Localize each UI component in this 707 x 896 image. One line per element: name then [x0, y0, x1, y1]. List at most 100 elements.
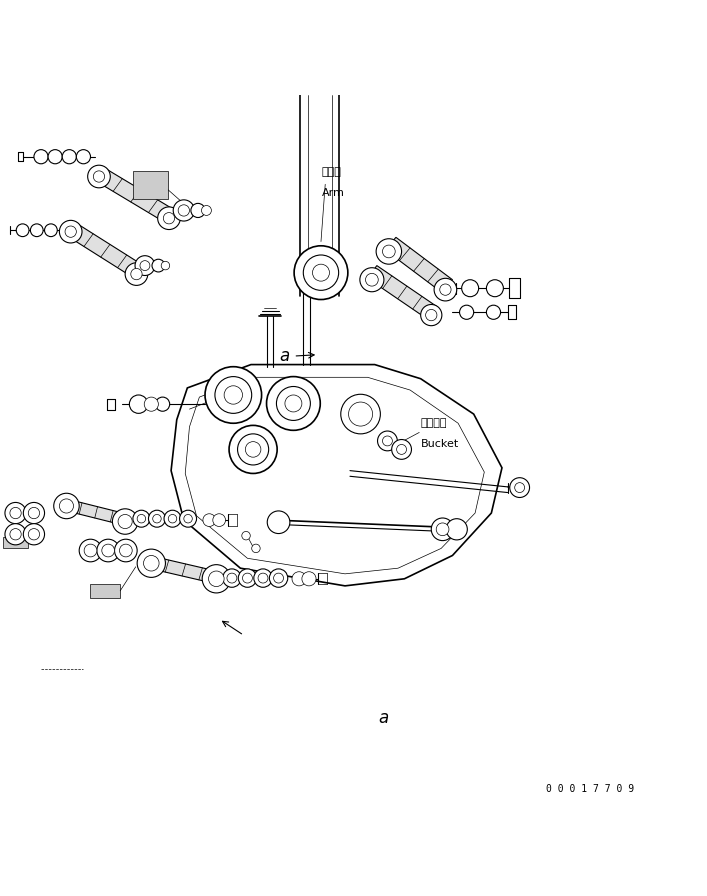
Circle shape — [125, 263, 148, 286]
Circle shape — [168, 514, 177, 523]
Polygon shape — [368, 265, 437, 319]
Circle shape — [209, 571, 224, 587]
Circle shape — [79, 539, 102, 562]
Circle shape — [382, 436, 392, 446]
Circle shape — [440, 284, 451, 296]
Circle shape — [302, 572, 316, 586]
Circle shape — [97, 539, 119, 562]
Polygon shape — [148, 556, 219, 584]
Circle shape — [397, 444, 407, 454]
Circle shape — [285, 395, 302, 412]
Circle shape — [62, 150, 76, 164]
Circle shape — [184, 514, 192, 523]
Circle shape — [215, 376, 252, 413]
Circle shape — [16, 224, 29, 237]
Circle shape — [223, 569, 241, 587]
Circle shape — [28, 507, 40, 519]
Circle shape — [294, 246, 348, 299]
Polygon shape — [67, 223, 144, 279]
Text: a: a — [378, 709, 388, 727]
Circle shape — [486, 306, 501, 319]
Circle shape — [140, 261, 150, 271]
Circle shape — [152, 259, 165, 272]
Polygon shape — [95, 168, 175, 223]
Circle shape — [203, 513, 216, 527]
Circle shape — [54, 493, 79, 519]
Circle shape — [202, 564, 230, 593]
Circle shape — [48, 150, 62, 164]
Circle shape — [119, 544, 132, 557]
Circle shape — [392, 440, 411, 460]
Circle shape — [242, 531, 250, 540]
Circle shape — [303, 255, 339, 290]
Text: 0 0 0 1 7 7 0 9: 0 0 0 1 7 7 0 9 — [547, 784, 634, 794]
Circle shape — [267, 511, 290, 533]
Circle shape — [269, 569, 288, 587]
Circle shape — [84, 544, 97, 557]
Circle shape — [59, 499, 74, 513]
Circle shape — [180, 510, 197, 527]
Circle shape — [156, 397, 170, 411]
Circle shape — [462, 280, 479, 297]
Circle shape — [312, 264, 329, 281]
Circle shape — [10, 529, 21, 540]
Circle shape — [28, 529, 40, 540]
Circle shape — [65, 226, 76, 237]
Circle shape — [59, 220, 82, 243]
Circle shape — [229, 426, 277, 473]
Circle shape — [238, 434, 269, 465]
Circle shape — [5, 503, 26, 523]
Circle shape — [254, 569, 272, 587]
Circle shape — [102, 544, 115, 557]
Circle shape — [23, 503, 45, 523]
Circle shape — [431, 518, 454, 540]
Circle shape — [34, 150, 48, 164]
Circle shape — [267, 376, 320, 430]
Circle shape — [112, 509, 138, 534]
Circle shape — [349, 402, 373, 426]
Circle shape — [224, 386, 243, 404]
Circle shape — [460, 306, 474, 319]
Circle shape — [245, 442, 261, 457]
Circle shape — [178, 205, 189, 216]
Circle shape — [10, 507, 21, 519]
Circle shape — [378, 431, 397, 451]
Circle shape — [421, 305, 442, 325]
Circle shape — [436, 523, 449, 536]
Circle shape — [5, 523, 26, 545]
Circle shape — [115, 539, 137, 562]
Circle shape — [173, 200, 194, 221]
Polygon shape — [385, 237, 452, 292]
Circle shape — [158, 207, 180, 229]
Circle shape — [238, 569, 257, 587]
Circle shape — [341, 394, 380, 434]
Circle shape — [93, 171, 105, 182]
Circle shape — [292, 572, 306, 586]
Circle shape — [164, 510, 181, 527]
Circle shape — [163, 212, 175, 224]
Circle shape — [30, 224, 43, 237]
Polygon shape — [90, 584, 120, 598]
Circle shape — [382, 246, 395, 258]
Circle shape — [252, 544, 260, 553]
Circle shape — [76, 150, 90, 164]
Text: バケット: バケット — [421, 418, 447, 428]
Circle shape — [131, 269, 142, 280]
Circle shape — [360, 268, 384, 292]
Circle shape — [137, 549, 165, 577]
Circle shape — [446, 519, 467, 540]
Circle shape — [213, 513, 226, 527]
Circle shape — [486, 280, 503, 297]
Circle shape — [118, 514, 132, 529]
Circle shape — [23, 523, 45, 545]
Circle shape — [510, 478, 530, 497]
Circle shape — [129, 395, 148, 413]
Circle shape — [45, 224, 57, 237]
Circle shape — [88, 165, 110, 188]
Circle shape — [148, 510, 165, 527]
Circle shape — [227, 573, 237, 583]
Polygon shape — [3, 537, 28, 548]
Polygon shape — [64, 499, 129, 526]
Circle shape — [133, 510, 150, 527]
Circle shape — [426, 309, 437, 321]
